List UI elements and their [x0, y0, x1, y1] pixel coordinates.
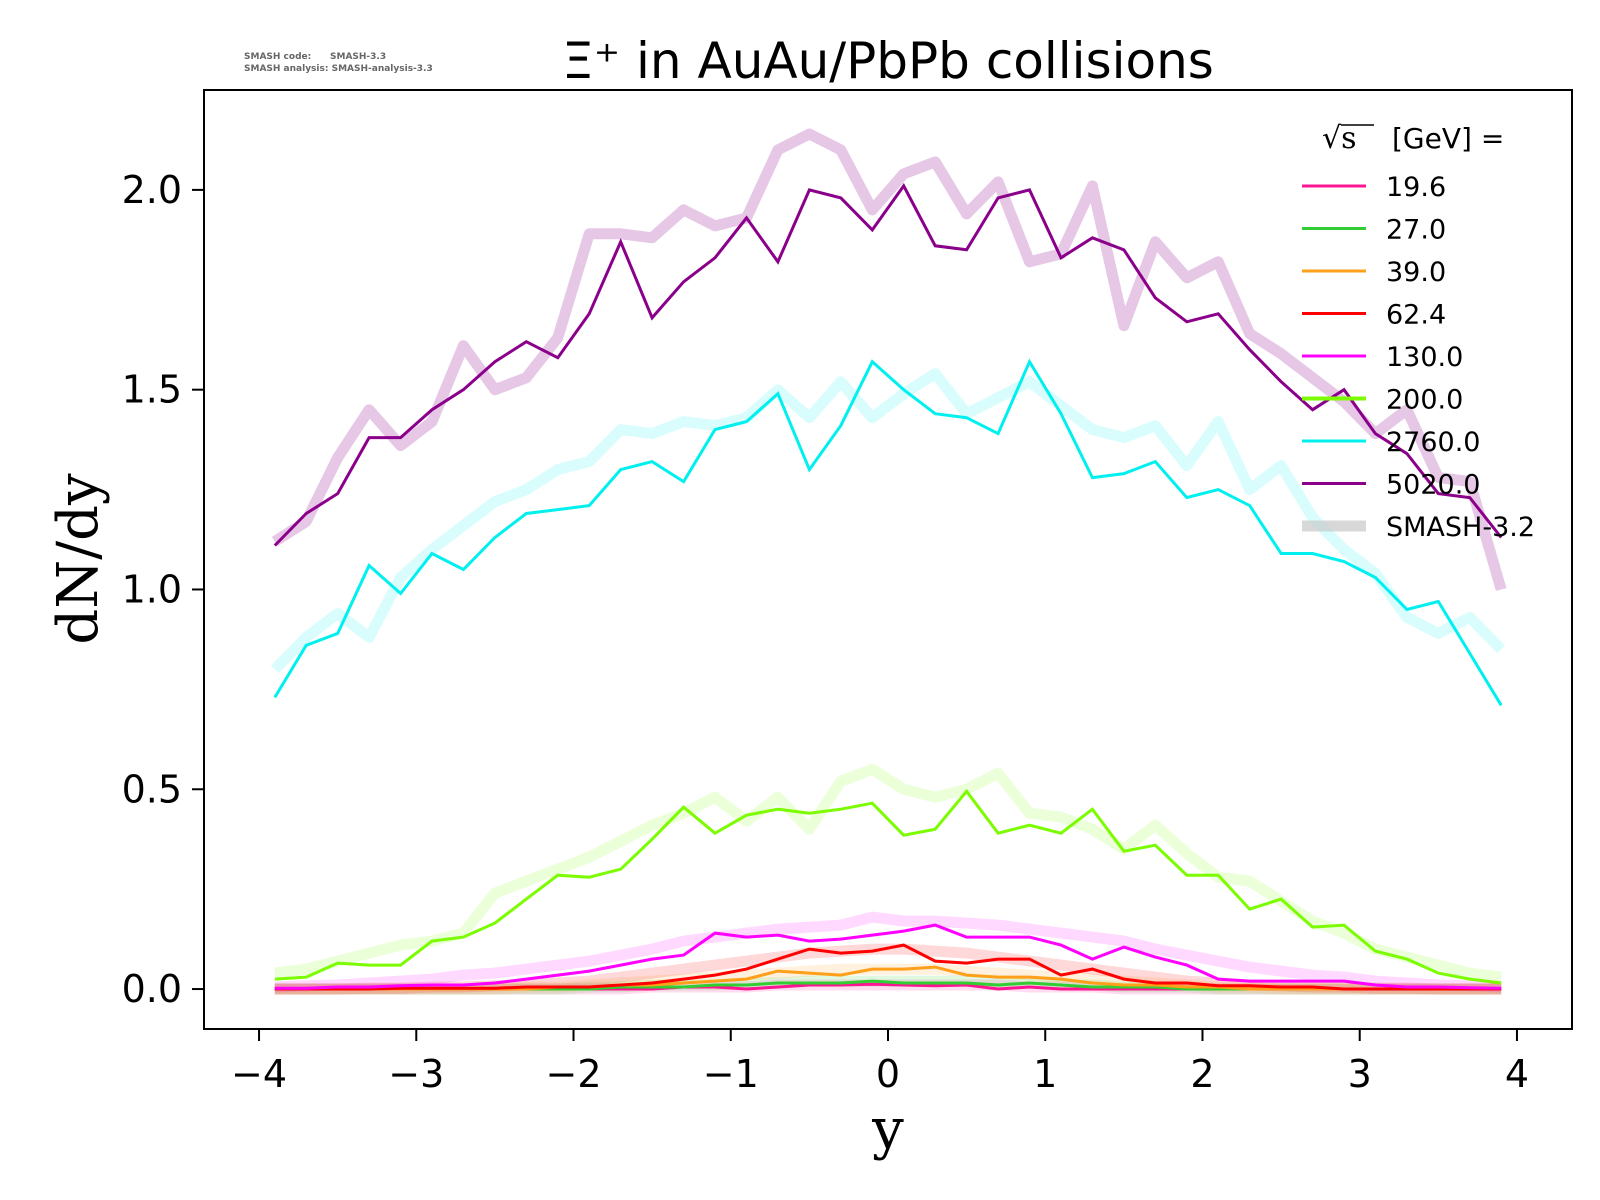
series-line-6	[273, 358, 1503, 707]
legend-label-6: 2760.0	[1386, 427, 1480, 458]
x-axis-label: y	[871, 1097, 904, 1162]
x-tick-label: 4	[1505, 1052, 1529, 1096]
y-axis-label: dN/dy	[46, 473, 111, 645]
legend-entries: 19.6 27.0 39.0 62.4 130.0 200.0 2760.0 5020.0 SM…	[1302, 124, 1535, 543]
x-tick-label: 0	[876, 1052, 900, 1096]
y-tick-label: 0.0	[122, 967, 182, 1011]
x-axis-ticks: −4 −3 −2 −1 0 1 2 3 4	[231, 1029, 1529, 1096]
series-line-7	[273, 183, 1503, 547]
legend-title-sqrt: √s	[1322, 121, 1357, 156]
legend: √s [GeV] = 19.6 27.0 39.0 62.4 130.0 200.0 276…	[1302, 121, 1535, 543]
x-tick-label: 2	[1190, 1052, 1214, 1096]
x-tick-label: −4	[231, 1052, 287, 1096]
reference-line-6	[270, 368, 1506, 674]
plot-frame	[203, 89, 1573, 1030]
x-tick-label: −2	[546, 1052, 602, 1096]
x-tick-label: −3	[388, 1052, 444, 1096]
y-tick-label: 0.5	[122, 767, 182, 811]
reference-line-7	[271, 128, 1507, 592]
y-tick-label: 1.5	[122, 368, 182, 412]
legend-label-reference: SMASH-3.2	[1386, 512, 1535, 543]
y-tick-label: 2.0	[122, 168, 182, 212]
chart-title: Ξ⁺ in AuAu/PbPb collisions	[562, 32, 1214, 90]
series-line-4	[274, 923, 1502, 990]
y-axis-ticks: 0.0 0.5 1.0 1.5 2.0	[122, 168, 204, 1011]
legend-label-0: 19.6	[1386, 172, 1446, 203]
legend-label-3: 62.4	[1386, 300, 1446, 331]
plot-lines	[270, 128, 1507, 995]
legend-label-1: 27.0	[1386, 215, 1446, 246]
x-tick-label: −1	[703, 1052, 759, 1096]
legend-label-5: 200.0	[1386, 385, 1463, 416]
series-line-3	[274, 943, 1502, 991]
legend-title: [GeV] =	[1392, 122, 1504, 155]
legend-label-4: 130.0	[1386, 342, 1463, 373]
series-line-5	[274, 788, 1502, 985]
y-tick-label: 1.0	[122, 567, 182, 611]
reference-line-4	[274, 911, 1502, 993]
watermark-line-2: SMASH analysis: SMASH-analysis-3.3	[244, 64, 433, 74]
legend-label-2: 39.0	[1386, 257, 1446, 288]
watermark-line-1: SMASH code: SMASH-3.3	[244, 52, 386, 62]
x-tick-label: 1	[1033, 1052, 1057, 1096]
x-tick-label: 3	[1348, 1052, 1372, 1096]
legend-label-7: 5020.0	[1386, 470, 1480, 501]
